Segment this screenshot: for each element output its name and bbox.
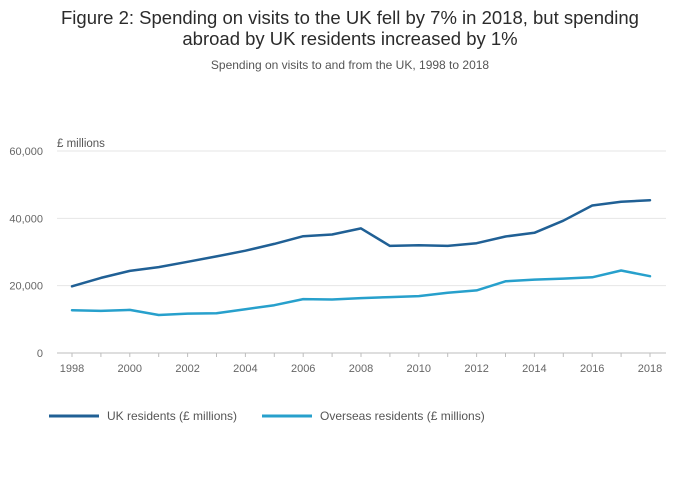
x-tick-label: 2012 — [464, 363, 488, 375]
data-point — [128, 308, 132, 312]
data-point — [532, 231, 536, 235]
data-point — [504, 235, 508, 239]
data-point — [619, 200, 623, 204]
x-tick-label: 2014 — [522, 363, 546, 375]
data-point — [417, 243, 421, 247]
data-point — [359, 296, 363, 300]
x-tick-label: 2004 — [233, 363, 257, 375]
x-tick-label: 2002 — [175, 363, 199, 375]
data-point — [388, 295, 392, 299]
y-tick-label: 60,000 — [9, 146, 43, 158]
x-tick-label: 2006 — [291, 363, 315, 375]
data-point — [215, 311, 219, 315]
legend: UK residents (£ millions) Overseas reside… — [49, 409, 485, 423]
data-point — [157, 265, 161, 269]
data-point — [561, 277, 565, 281]
data-point — [475, 288, 479, 292]
data-point — [157, 313, 161, 317]
data-point — [70, 308, 74, 312]
gridlines — [57, 150, 666, 287]
data-point — [561, 219, 565, 223]
data-point — [272, 303, 276, 307]
axes: £ millions 0 20,000 40,000 60,000 1998 2000 20… — [9, 138, 666, 375]
data-point — [532, 278, 536, 282]
data-point — [215, 254, 219, 258]
y-tick-label: 40,000 — [9, 213, 43, 225]
x-tick-label: 2000 — [118, 363, 142, 375]
data-point — [648, 274, 652, 278]
data-point — [359, 226, 363, 230]
data-point — [272, 242, 276, 246]
data-point — [648, 198, 652, 202]
data-point — [475, 241, 479, 245]
y-tick-label: 20,000 — [9, 281, 43, 293]
legend-label: Overseas residents (£ millions) — [320, 409, 485, 423]
data-point — [590, 204, 594, 208]
series-lines — [70, 198, 652, 317]
x-tick-label: 1998 — [60, 363, 84, 375]
data-point — [186, 312, 190, 316]
data-point — [186, 260, 190, 264]
data-point — [619, 269, 623, 273]
legend-label: UK residents (£ millions) — [107, 409, 237, 423]
y-tick-label: 0 — [37, 348, 43, 360]
data-point — [446, 244, 450, 248]
series-line-overseas-residents — [70, 269, 652, 317]
x-tick-label: 2018 — [638, 363, 662, 375]
data-point — [301, 234, 305, 238]
data-point — [243, 249, 247, 253]
series-line-uk-residents — [70, 198, 652, 288]
data-point — [99, 309, 103, 313]
data-point — [330, 297, 334, 301]
chart-subtitle: Spending on visits to and from the UK, 1… — [210, 58, 490, 72]
data-point — [99, 276, 103, 280]
data-point — [301, 297, 305, 301]
data-point — [417, 294, 421, 298]
data-point — [446, 291, 450, 295]
x-tick-label: 2010 — [407, 363, 431, 375]
x-tick-label: 2016 — [580, 363, 604, 375]
data-point — [70, 284, 74, 288]
x-tick-label: 2008 — [349, 363, 373, 375]
y-axis-unit-label: £ millions — [57, 138, 105, 150]
data-point — [590, 275, 594, 279]
data-point — [330, 232, 334, 236]
data-point — [388, 244, 392, 248]
data-point — [243, 307, 247, 311]
data-point — [504, 279, 508, 283]
chart-title: Figure 2: Spending on visits to the UK f… — [61, 7, 639, 49]
data-point — [128, 269, 132, 273]
